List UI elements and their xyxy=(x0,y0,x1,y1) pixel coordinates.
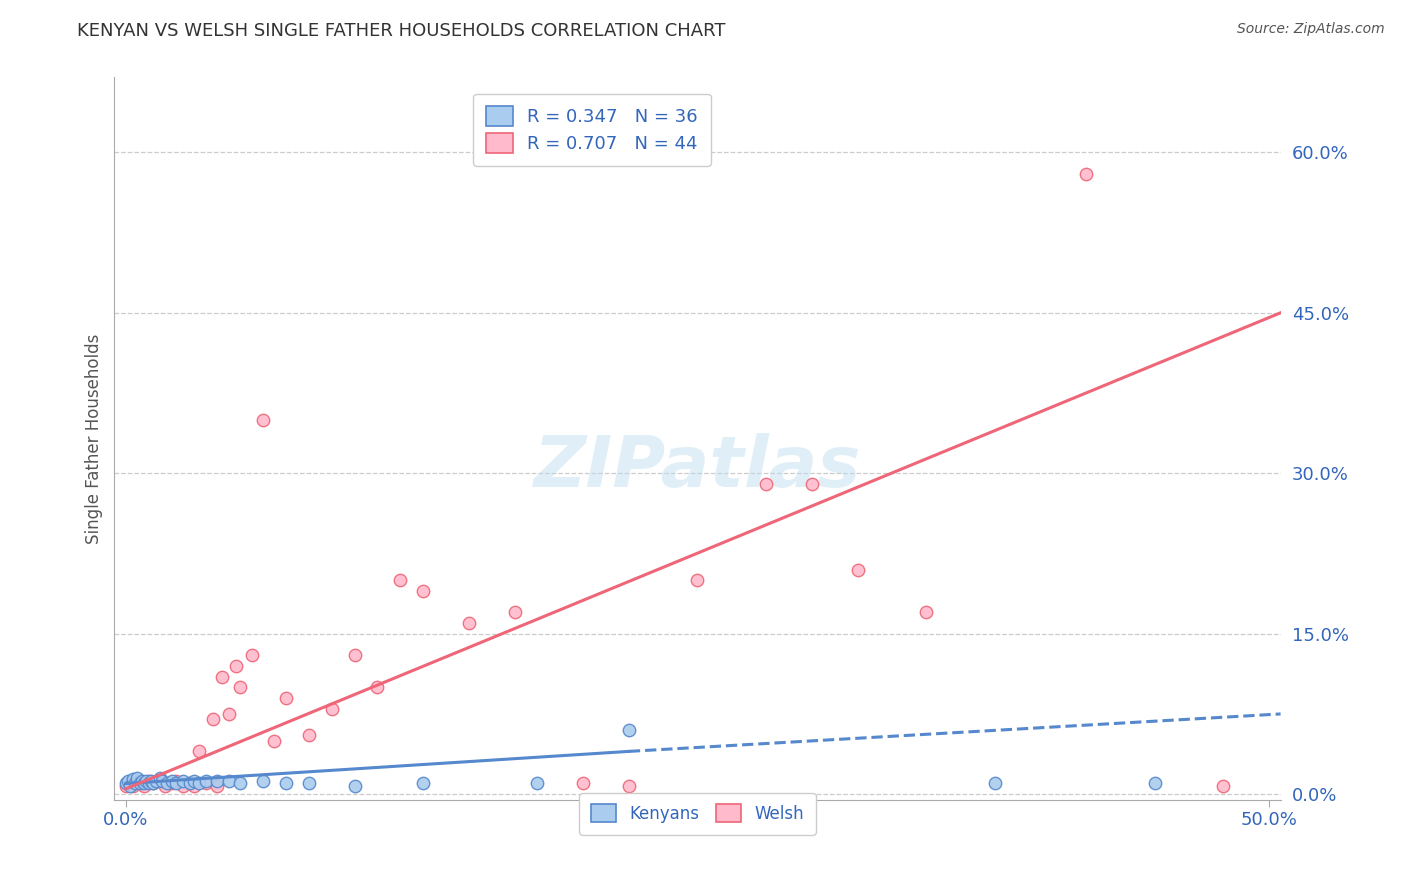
Point xyxy=(188,744,211,758)
Point xyxy=(172,779,194,793)
Point xyxy=(252,413,274,427)
Point xyxy=(572,776,595,790)
Point xyxy=(142,776,165,790)
Point xyxy=(457,615,479,630)
Point xyxy=(120,779,142,793)
Point xyxy=(343,779,366,793)
Point xyxy=(172,774,194,789)
Point xyxy=(915,605,938,619)
Text: KENYAN VS WELSH SINGLE FATHER HOUSEHOLDS CORRELATION CHART: KENYAN VS WELSH SINGLE FATHER HOUSEHOLDS… xyxy=(77,22,725,40)
Point xyxy=(343,648,366,662)
Point xyxy=(183,774,205,789)
Point xyxy=(1076,167,1098,181)
Point xyxy=(211,669,233,683)
Point xyxy=(800,477,823,491)
Point xyxy=(138,774,160,789)
Point xyxy=(252,774,274,789)
Point xyxy=(145,774,167,789)
Point xyxy=(366,680,388,694)
Point xyxy=(617,723,640,737)
Point xyxy=(131,774,153,789)
Point xyxy=(127,774,149,789)
Point xyxy=(149,774,172,789)
Point xyxy=(138,776,160,790)
Point xyxy=(152,774,174,789)
Point xyxy=(194,774,217,789)
Point xyxy=(503,605,526,619)
Text: Source: ZipAtlas.com: Source: ZipAtlas.com xyxy=(1237,22,1385,37)
Point xyxy=(201,712,224,726)
Point xyxy=(1143,776,1166,790)
Point xyxy=(134,776,156,790)
Point xyxy=(194,776,217,790)
Point xyxy=(120,776,142,790)
Point xyxy=(139,774,162,789)
Point xyxy=(225,658,247,673)
Point xyxy=(263,733,285,747)
Point xyxy=(846,562,869,576)
Point xyxy=(127,771,149,785)
Point xyxy=(755,477,778,491)
Point xyxy=(165,774,187,789)
Point xyxy=(617,779,640,793)
Point xyxy=(124,776,146,790)
Point xyxy=(526,776,548,790)
Point xyxy=(298,776,321,790)
Point xyxy=(131,776,153,790)
Point xyxy=(115,779,138,793)
Point xyxy=(412,776,434,790)
Point xyxy=(160,776,183,790)
Point xyxy=(142,776,165,790)
Point xyxy=(1212,779,1234,793)
Point xyxy=(218,774,240,789)
Point xyxy=(207,779,229,793)
Legend: Kenyans, Welsh: Kenyans, Welsh xyxy=(579,792,815,835)
Point xyxy=(117,774,139,789)
Point xyxy=(240,648,263,662)
Point xyxy=(135,774,157,789)
Point xyxy=(160,774,183,789)
Point xyxy=(298,728,321,742)
Point xyxy=(128,776,150,790)
Point xyxy=(984,776,1007,790)
Point xyxy=(274,776,297,790)
Point xyxy=(179,776,201,790)
Point xyxy=(149,771,172,785)
Point xyxy=(321,701,343,715)
Point xyxy=(207,774,229,789)
Y-axis label: Single Father Households: Single Father Households xyxy=(86,334,103,543)
Point xyxy=(134,779,156,793)
Point xyxy=(121,779,143,793)
Point xyxy=(389,573,412,587)
Point xyxy=(156,776,179,790)
Point xyxy=(153,779,176,793)
Point xyxy=(121,772,143,787)
Point xyxy=(115,776,138,790)
Point xyxy=(229,680,252,694)
Point xyxy=(179,776,201,790)
Text: ZIPatlas: ZIPatlas xyxy=(534,433,862,502)
Point xyxy=(218,706,240,721)
Point xyxy=(274,690,297,705)
Point xyxy=(412,583,434,598)
Point xyxy=(188,776,211,790)
Point xyxy=(229,776,252,790)
Point xyxy=(183,779,205,793)
Point xyxy=(165,776,187,790)
Point xyxy=(686,573,709,587)
